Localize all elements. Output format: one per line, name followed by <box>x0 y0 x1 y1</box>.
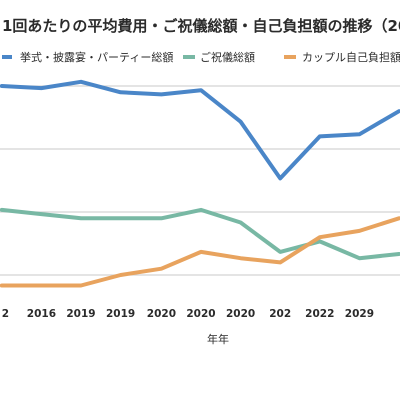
legend-item-self: カップル自己負担額 <box>284 50 400 64</box>
series-lines <box>0 79 400 288</box>
x-tick-label: 2016 <box>27 308 56 320</box>
gridlines <box>0 85 400 276</box>
x-tick-label: 2022 <box>305 308 334 320</box>
x-tick-label: 2020 <box>226 308 255 320</box>
chart-title: 1回あたりの平均費用・ご祝儀総額・自己負担額の推移（20 <box>2 17 400 35</box>
x-tick-label: 2020 <box>186 308 215 320</box>
series-line-1 <box>0 207 400 261</box>
x-tick-label: 2019 <box>66 308 95 320</box>
legend-label-gift: ご祝儀総額 <box>200 50 255 64</box>
x-axis-ticks: 2 2016 2019 2019 2020 2020 2020 202 2022 2029 <box>2 308 374 320</box>
x-tick-label: 2 <box>2 308 9 320</box>
x-tick-label: 2020 <box>147 308 176 320</box>
legend-label-total: 挙式・披露宴・パーティー総額 <box>20 50 173 64</box>
x-tick-label: 202 <box>269 308 291 320</box>
legend-item-gift: ご祝儀総額 <box>183 50 255 64</box>
x-axis-label: 年年 <box>207 332 229 346</box>
legend-label-self: カップル自己負担額 <box>302 50 400 64</box>
legend-item-total: 挙式・披露宴・パーティー総額 <box>2 50 173 64</box>
legend: 挙式・披露宴・パーティー総額 ご祝儀総額 カップル自己負担額 <box>2 50 400 64</box>
series-line-2 <box>0 216 400 288</box>
x-tick-label: 2029 <box>345 308 374 320</box>
x-tick-label: 2019 <box>106 308 135 320</box>
series-line-0 <box>0 79 400 181</box>
